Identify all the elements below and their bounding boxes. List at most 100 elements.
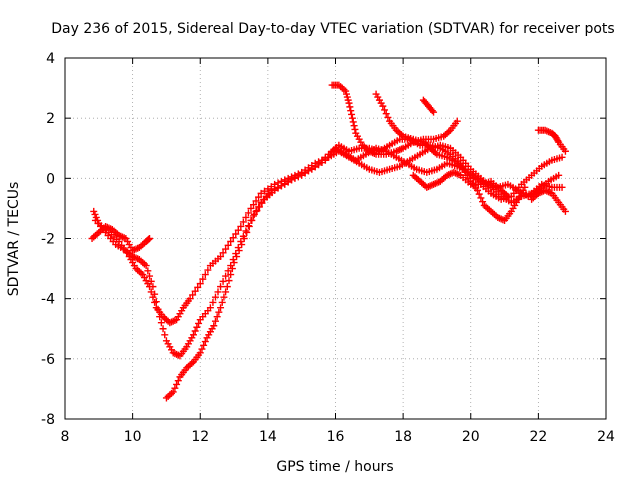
data-point xyxy=(428,107,436,115)
data-point xyxy=(224,241,232,249)
y-tick-label: -8 xyxy=(41,412,55,428)
data-point xyxy=(477,194,485,202)
data-point xyxy=(521,183,529,191)
data-point xyxy=(222,245,230,253)
data-point xyxy=(252,197,260,205)
series-track-7 xyxy=(419,96,438,116)
data-point xyxy=(248,216,256,224)
data-point xyxy=(453,117,461,125)
data-point xyxy=(161,331,169,339)
data-point xyxy=(558,153,566,161)
data-point xyxy=(217,283,225,291)
data-point xyxy=(346,103,354,111)
data-point xyxy=(156,313,164,321)
data-point xyxy=(233,253,241,261)
data-point xyxy=(229,234,237,242)
data-point xyxy=(284,177,292,185)
y-tick-label: -2 xyxy=(41,232,55,248)
data-point xyxy=(147,277,155,285)
data-point xyxy=(218,298,226,306)
data-point xyxy=(219,277,227,285)
data-point xyxy=(215,308,223,316)
series-track-9 xyxy=(528,186,569,215)
data-point xyxy=(146,235,154,242)
data-point xyxy=(169,317,177,325)
data-point xyxy=(238,241,246,249)
data-point xyxy=(194,283,202,291)
data-point xyxy=(245,222,253,230)
data-point xyxy=(217,304,225,312)
y-tick-label: 0 xyxy=(46,171,55,187)
data-point xyxy=(217,253,225,261)
data-point xyxy=(474,186,482,194)
data-point xyxy=(214,288,222,296)
data-point xyxy=(381,106,389,114)
data-point xyxy=(219,249,227,257)
data-point xyxy=(349,118,357,126)
data-point xyxy=(173,350,181,358)
data-point xyxy=(222,288,230,296)
data-point xyxy=(152,298,160,306)
data-point xyxy=(250,212,258,220)
x-tick-label: 20 xyxy=(462,429,480,445)
data-point xyxy=(200,341,208,349)
data-point xyxy=(244,222,252,230)
data-point xyxy=(173,380,181,388)
data-point xyxy=(198,345,206,353)
data-point xyxy=(144,267,152,275)
data-point xyxy=(220,293,228,301)
data-point xyxy=(196,280,204,288)
data-point xyxy=(230,259,238,267)
data-point xyxy=(348,114,356,122)
data-point xyxy=(237,222,245,230)
data-point xyxy=(169,388,177,396)
y-tick-label: -4 xyxy=(41,292,55,308)
data-point xyxy=(250,210,258,218)
data-point xyxy=(348,110,356,118)
data-point xyxy=(206,304,214,312)
y-tick-label: 4 xyxy=(46,51,55,67)
data-point xyxy=(196,349,204,357)
data-point xyxy=(186,295,194,303)
data-point xyxy=(151,290,159,298)
y-tick-label: -6 xyxy=(41,352,55,368)
data-point xyxy=(201,271,209,279)
data-point xyxy=(199,275,207,283)
data-point xyxy=(211,317,219,325)
data-point xyxy=(561,147,569,155)
data-point xyxy=(247,204,255,212)
data-point xyxy=(227,238,235,246)
series-track-5 xyxy=(328,81,461,158)
data-point xyxy=(555,171,563,179)
data-point xyxy=(430,108,438,116)
series-track-6 xyxy=(372,90,529,224)
data-point xyxy=(146,272,154,280)
data-point xyxy=(234,226,242,234)
x-tick-label: 22 xyxy=(529,429,547,445)
data-point xyxy=(189,331,197,339)
series-track-10 xyxy=(409,168,512,200)
data-point xyxy=(350,122,358,130)
series-track-3 xyxy=(162,135,566,402)
data-point xyxy=(195,319,203,327)
data-point xyxy=(174,377,182,385)
data-point xyxy=(382,110,390,118)
chart-title: Day 236 of 2015, Sidereal Day-to-day VTE… xyxy=(51,21,614,37)
y-axis-label: SDTVAR / TECUs xyxy=(6,182,22,297)
data-point xyxy=(384,113,392,121)
data-point xyxy=(201,338,209,346)
data-point xyxy=(294,173,302,181)
data-point xyxy=(561,207,569,215)
data-point xyxy=(145,235,153,243)
data-point xyxy=(151,298,159,306)
data-point xyxy=(345,99,353,107)
data-point xyxy=(255,193,263,201)
x-tick-label: 14 xyxy=(259,429,277,445)
data-point xyxy=(351,125,359,133)
data-point xyxy=(213,313,221,321)
data-point xyxy=(227,271,235,279)
data-point xyxy=(204,266,212,274)
y-tick-label: 2 xyxy=(46,111,55,127)
data-point xyxy=(242,227,250,235)
